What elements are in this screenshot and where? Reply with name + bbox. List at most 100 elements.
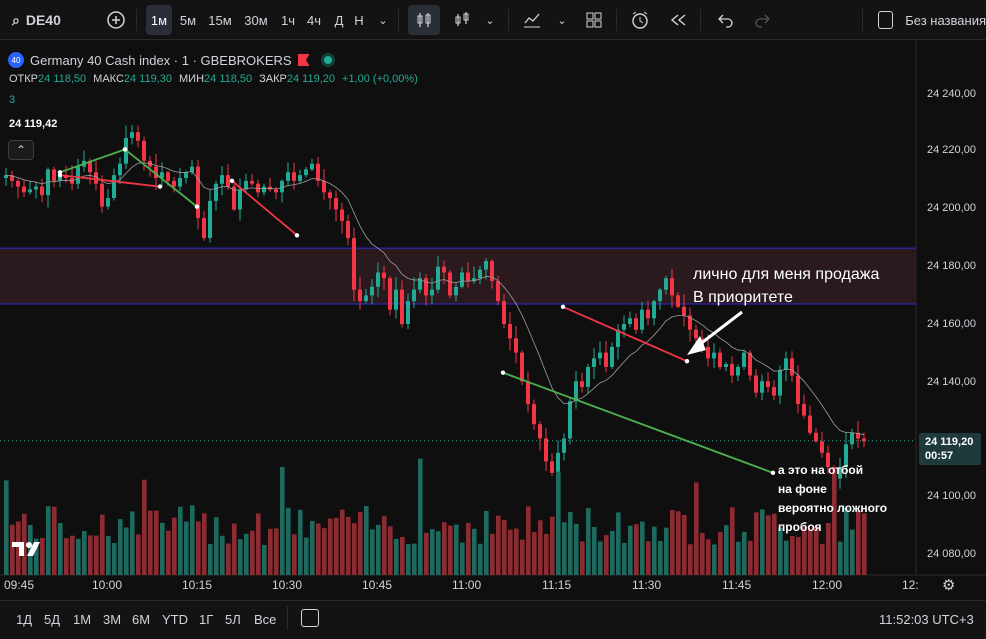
compare-add-button[interactable] [102,5,130,35]
sell-trend-line [562,306,688,363]
annotation-sell-priority[interactable]: лично для меня продажа В приоритете [693,263,913,309]
range-5d[interactable]: 5Д [44,612,61,627]
range-3m[interactable]: 3М [103,612,122,627]
volume-bar [118,519,123,575]
timeframe-30m[interactable]: 30м [244,12,268,28]
time-tick: 11:30 [632,578,662,592]
trendline-handle [684,359,690,364]
candle-body [310,163,314,170]
candle-body [322,180,326,193]
range-ytd[interactable]: YTD [162,612,188,627]
volume-bar [76,538,81,575]
indicators-chevron-icon[interactable]: ⌄ [557,14,567,27]
timeframe-dropdown-chevron-icon[interactable]: ⌄ [378,14,388,27]
candle-body [790,358,794,376]
volume-bar [406,544,411,575]
candle-body [622,324,626,330]
candle-body [172,180,176,187]
bar-chart-icon [455,12,469,26]
symbol-title[interactable]: Germany 40 Cash index · 1 · GBEBROKERS [30,52,292,68]
volume-bar [742,531,747,575]
candle-body [826,452,830,468]
candles-icon[interactable] [408,5,440,35]
trendline-handle [157,184,163,189]
open-value: 24 118,50 [38,73,87,85]
timeframe-4h[interactable]: 4ч [306,12,321,28]
candle-body [640,309,644,330]
timeframe-15m[interactable]: 15м [208,12,232,28]
timeframe-1h[interactable]: 1ч [280,12,295,28]
candle-body [262,186,266,193]
annotation-rebound[interactable]: а это на отбой на фоне вероятно ложного … [778,461,918,537]
timeframe-5m[interactable]: 5м [179,12,197,28]
layout-name-button[interactable]: Без названия [878,5,986,35]
volume-bar [640,521,645,575]
volume-bar [844,507,849,575]
alert-button[interactable] [626,5,654,35]
price-chart[interactable] [0,40,986,600]
candle-body [820,441,824,453]
volume-bar [568,511,573,575]
range-1d[interactable]: 1Д [16,612,33,627]
volume-bar [766,515,771,575]
goto-date-calendar-icon[interactable] [301,609,319,627]
candle-body [742,352,746,367]
candle-body [298,175,302,181]
chart-type-chevron-icon[interactable]: ⌄ [485,14,495,27]
volume-bar [16,521,21,575]
candle-body [112,175,116,199]
redo-icon [755,14,770,28]
chart-settings-gear-icon[interactable]: ⚙ [942,577,956,594]
volume-bar [712,544,717,575]
range-all[interactable]: Все [254,612,277,627]
volume-bar [694,482,699,575]
range-1m[interactable]: 1М [73,612,92,627]
layout-checkbox-icon [878,11,894,29]
candle-body [136,132,140,141]
candle-body [520,352,524,382]
redo-button[interactable] [748,5,776,35]
candle-body [22,186,26,193]
candle-body [604,352,608,367]
volume-bar [232,523,237,575]
volume-bar [532,532,537,575]
volume-bar [340,509,345,575]
price-tick: 24 220,00 [927,144,976,156]
candle-body [694,329,698,339]
symbol-search[interactable]: ⌕ DE40 [6,5,94,35]
replay-button[interactable] [664,5,692,35]
indicators-icon-button[interactable] [518,5,546,35]
high-label: МАКС [93,73,124,85]
timeframe-week[interactable]: Н [354,12,364,28]
candle-body [718,352,722,367]
volume-bar [376,524,381,575]
candle-body [634,318,638,330]
volume-bar [280,466,285,575]
trend-line [59,174,161,188]
undo-button[interactable] [712,5,740,35]
annotation-arrow [694,310,743,350]
volume-bar [208,544,213,575]
layouts-button[interactable] [580,5,608,35]
range-5y[interactable]: 5Л [225,612,241,627]
candle-body [166,172,170,181]
tradingview-logo[interactable] [12,540,44,564]
range-1y[interactable]: 1Г [199,612,214,627]
candle-body [850,432,854,445]
candle-body [460,272,464,287]
timeframe-1m[interactable]: 1м [146,5,172,35]
candle-body [358,289,362,302]
volume-bar [286,507,291,575]
timeframe-day[interactable]: Д [334,12,344,28]
candle-body [40,186,44,196]
indicators-button[interactable] [448,5,476,35]
volume-bar [448,525,453,575]
volume-bar [322,528,327,575]
collapse-legend-button[interactable]: ⌃ [8,140,34,160]
clock-timezone[interactable]: 11:52:03 UTC+3 [879,612,974,627]
grid-icon [586,12,602,28]
volume-bar [160,522,165,575]
candle-body [472,278,476,282]
range-6m[interactable]: 6М [132,612,151,627]
candle-body [232,186,236,210]
